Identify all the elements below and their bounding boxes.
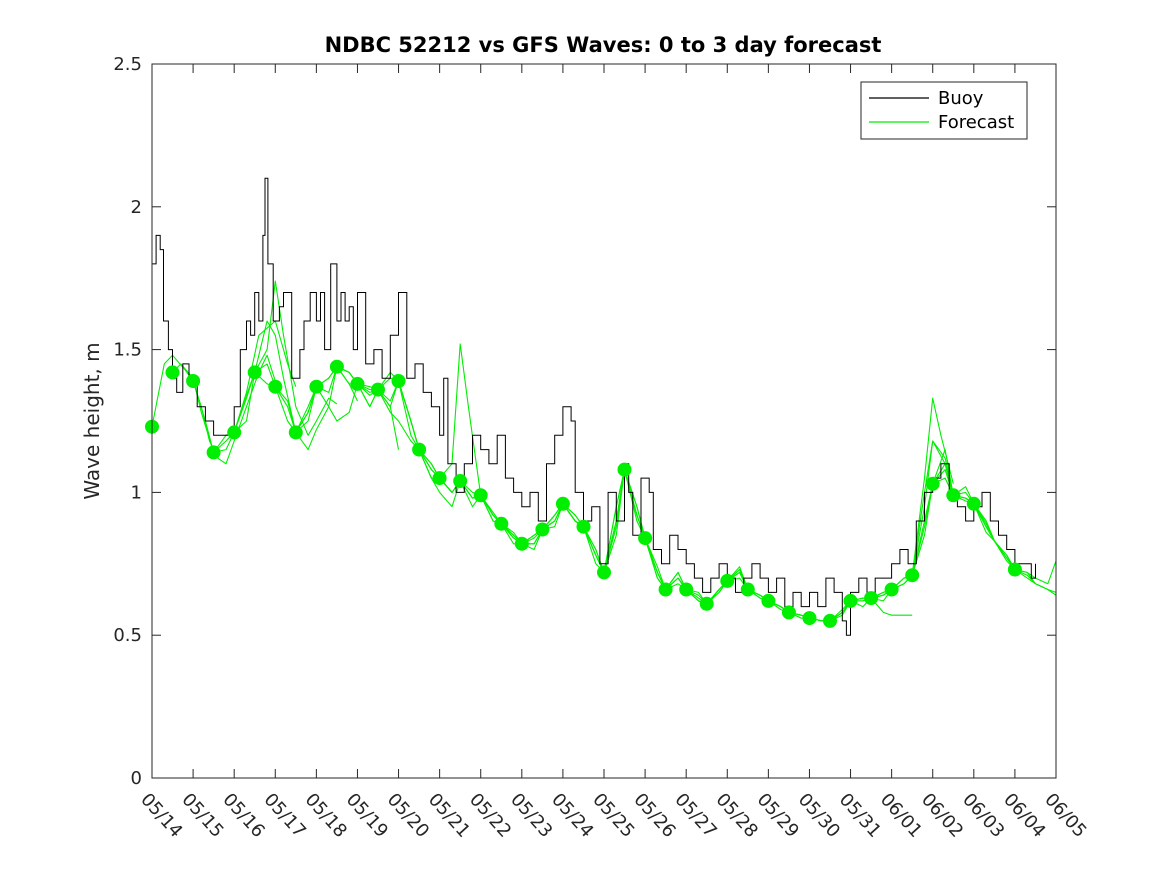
forecast-marker-22 <box>597 565 611 580</box>
forecast-marker-18 <box>514 536 529 551</box>
forecast-marker-35 <box>864 591 879 606</box>
y-tick-label-3: 1.5 <box>113 340 142 361</box>
forecast-markers <box>145 359 1022 628</box>
y-axis: 0 0.5 1 1.5 2 2.5 <box>113 54 1056 789</box>
forecast-marker-41 <box>1007 562 1022 577</box>
y-tick-label-1: 0.5 <box>113 625 142 646</box>
forecast-marker-36 <box>884 582 899 597</box>
forecast-marker-27 <box>699 596 714 611</box>
forecast-marker-9 <box>329 359 344 374</box>
forecast-marker-19 <box>535 522 550 537</box>
forecast-marker-37 <box>905 568 920 583</box>
forecast-marker-28 <box>720 573 735 588</box>
buoy-series <box>152 177 1036 636</box>
y-tick-label-4: 2 <box>131 197 142 218</box>
forecast-marker-39 <box>946 488 961 503</box>
forecast-marker-40 <box>966 496 981 511</box>
forecast-marker-5 <box>247 365 262 380</box>
forecast-marker-12 <box>391 374 406 388</box>
forecast-marker-26 <box>679 582 694 597</box>
forecast-marker-21 <box>576 519 591 534</box>
forecast-marker-17 <box>494 516 509 531</box>
y-axis-label: Wave height, m <box>80 342 104 499</box>
forecast-marker-30 <box>761 593 776 608</box>
forecast-marker-24 <box>638 531 653 546</box>
y-tick-label-5: 2.5 <box>113 54 142 75</box>
forecast-marker-13 <box>412 442 427 457</box>
forecast-marker-14 <box>432 471 447 486</box>
forecast-marker-33 <box>823 613 837 628</box>
forecast-marker-10 <box>350 376 365 391</box>
forecast-marker-15 <box>453 474 468 488</box>
legend-buoy-label: Buoy <box>938 88 984 109</box>
forecast-marker-11 <box>371 382 385 397</box>
forecast-marker-20 <box>555 496 570 511</box>
y-tick-label-0: 0 <box>131 768 142 789</box>
forecast-marker-6 <box>268 379 283 394</box>
forecast-marker-3 <box>206 445 221 460</box>
forecast-marker-25 <box>658 582 673 597</box>
forecast-marker-4 <box>227 425 242 440</box>
forecast-marker-29 <box>740 582 755 597</box>
forecast-marker-34 <box>843 593 858 608</box>
forecast-marker-1 <box>165 365 180 380</box>
y-tick-label-2: 1 <box>131 482 142 503</box>
forecast-marker-31 <box>781 605 796 620</box>
forecast-marker-38 <box>925 476 940 491</box>
forecast-marker-23 <box>617 462 632 477</box>
legend-forecast-label: Forecast <box>938 112 1014 133</box>
buoy-line <box>152 177 1036 636</box>
chart-title: NDBC 52212 vs GFS Waves: 0 to 3 day fore… <box>325 33 882 57</box>
legend: Buoy Forecast <box>860 81 1028 140</box>
forecast-marker-8 <box>309 379 324 394</box>
forecast-marker-7 <box>288 425 303 440</box>
forecast-marker-16 <box>473 488 488 503</box>
forecast-marker-2 <box>186 374 201 388</box>
legend-box <box>860 81 1028 140</box>
forecast-marker-32 <box>802 611 817 626</box>
